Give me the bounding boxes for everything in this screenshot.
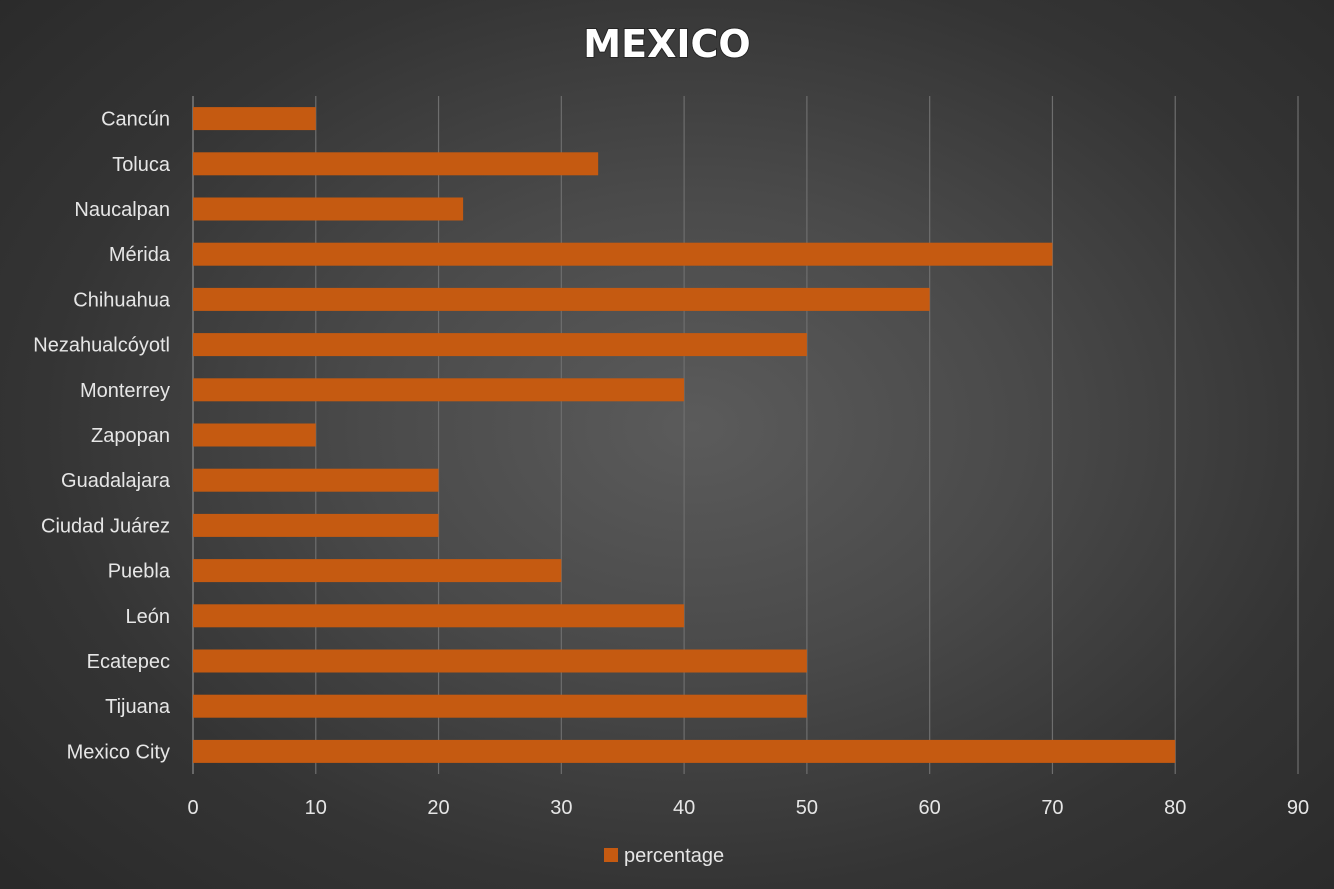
category-label: León [126,606,171,628]
bar [193,649,807,673]
category-label: Naucalpan [74,199,170,221]
x-axis-tick-labels: 0 10 20 30 40 50 60 70 80 90 [187,797,1309,819]
chart-title: MEXICO [583,22,750,66]
category-label: Zapopan [91,425,170,447]
bar [193,423,316,447]
legend: percentage [604,845,724,867]
bar [193,604,685,628]
x-tick-label: 60 [919,797,941,819]
bar [193,739,1176,763]
bar [193,152,599,176]
bar [193,333,807,357]
category-label: Mérida [109,244,171,266]
bar [193,694,807,718]
bar [193,242,1053,266]
category-label: Nezahualcóyotl [33,335,170,357]
category-label: Cancún [101,109,170,131]
bar [193,559,562,583]
bar [193,287,930,311]
category-label: Guadalajara [61,470,171,492]
category-label: Puebla [108,561,171,583]
x-tick-label: 80 [1164,797,1186,819]
x-tick-label: 90 [1287,797,1309,819]
bar [193,378,685,402]
x-tick-label: 0 [187,797,198,819]
legend-swatch [604,848,618,862]
category-label: Ecatepec [87,651,170,673]
x-tick-label: 50 [796,797,818,819]
category-label: Tijuana [105,696,171,718]
x-tick-label: 40 [673,797,695,819]
x-tick-label: 20 [427,797,449,819]
category-labels: Cancún Toluca Naucalpan Mérida Chihuahua Neza… [33,109,171,764]
bars [193,107,1176,763]
category-label: Ciudad Juárez [41,515,170,537]
category-label: Toluca [112,154,171,176]
x-tick-label: 10 [305,797,327,819]
bar [193,107,316,131]
category-label: Monterrey [80,380,170,402]
bar [193,513,439,537]
category-label: Mexico City [67,741,170,763]
legend-label: percentage [624,845,724,867]
bar [193,468,439,492]
x-tick-label: 70 [1041,797,1063,819]
bar [193,197,464,221]
category-label: Chihuahua [73,289,171,311]
x-tick-label: 30 [550,797,572,819]
